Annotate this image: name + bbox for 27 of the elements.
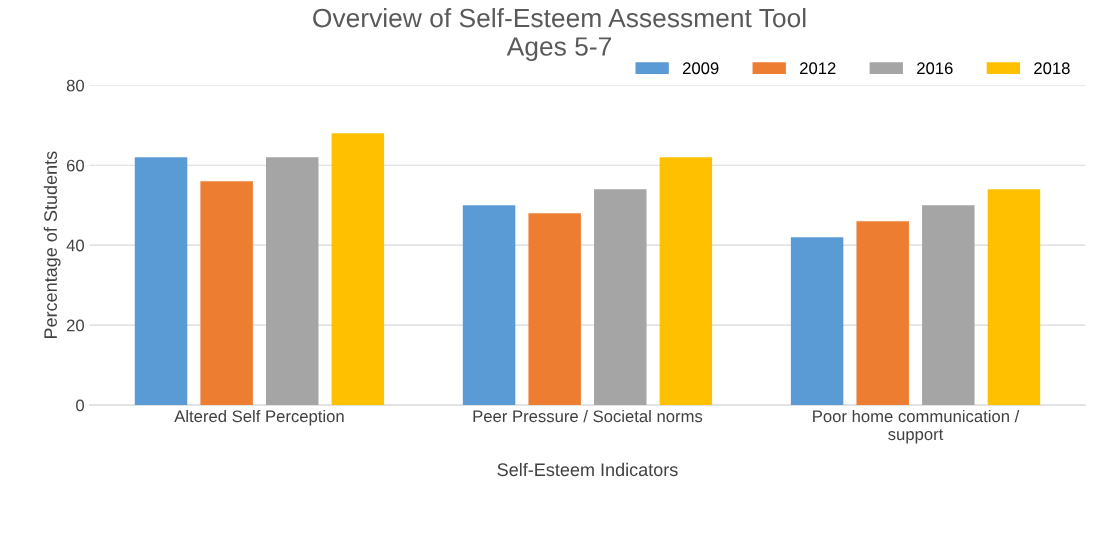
bar <box>987 189 1041 406</box>
chart-title: Overview of Self-Esteem Assessment Tool Ages 5-7 <box>313 8 806 62</box>
x-tick-label: Altered Self Perception <box>174 409 344 426</box>
bar <box>594 189 647 406</box>
bar <box>856 221 909 406</box>
y-axis-title: Percentage of Students <box>43 151 61 339</box>
bar <box>200 181 253 406</box>
y-tick-label: 40 <box>66 239 85 252</box>
legend-label: 2018 <box>1034 62 1070 75</box>
bar <box>922 205 975 406</box>
x-tick-label: Poor home communication / support <box>813 409 1020 444</box>
bar <box>331 133 385 406</box>
legend-label: 2009 <box>682 62 719 75</box>
x-axis-title: Self-Esteem Indicators <box>497 462 678 477</box>
y-tick-label: 80 <box>66 79 85 92</box>
bar <box>462 205 516 406</box>
legend-label: 2012 <box>800 62 836 75</box>
bar <box>528 213 581 406</box>
y-tick-label: 0 <box>76 399 85 412</box>
y-tick-label: 60 <box>66 159 85 172</box>
y-tick-label: 20 <box>66 319 85 332</box>
bar <box>266 157 319 406</box>
bar <box>659 157 713 406</box>
legend-label: 2016 <box>917 62 953 75</box>
bar <box>134 157 188 406</box>
x-tick-label: Peer Pressure / Societal norms <box>473 409 703 423</box>
bar <box>790 237 844 406</box>
